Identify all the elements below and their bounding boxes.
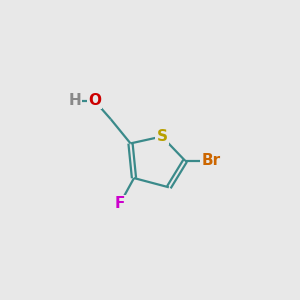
Text: Br: Br	[201, 153, 220, 168]
Text: S: S	[156, 129, 167, 144]
Text: H: H	[68, 93, 81, 108]
Text: O: O	[88, 93, 101, 108]
Text: F: F	[115, 196, 125, 211]
